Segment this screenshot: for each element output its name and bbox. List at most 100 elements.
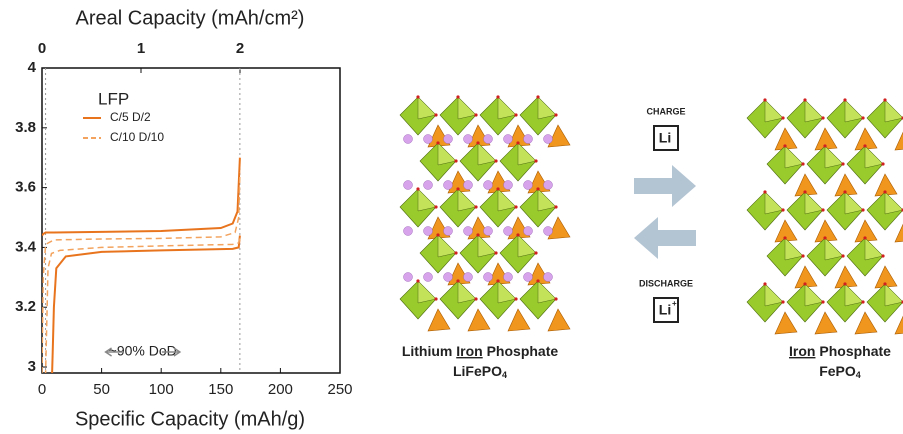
name-part: Iron bbox=[456, 343, 482, 359]
oxygen-atom bbox=[456, 187, 460, 191]
octahedron-face bbox=[457, 188, 477, 212]
oxygen-atom bbox=[781, 300, 785, 304]
oxygen-atom bbox=[783, 144, 787, 148]
lithium-atom bbox=[523, 226, 533, 236]
phosphate-tetrahedron bbox=[427, 308, 451, 332]
phosphate-tetrahedron bbox=[774, 311, 798, 335]
oxygen-atom bbox=[534, 159, 538, 163]
x-tick-label: 50 bbox=[93, 381, 110, 398]
lithium-atom bbox=[523, 180, 533, 190]
octahedron-face bbox=[844, 191, 864, 215]
oxygen-atom bbox=[514, 297, 518, 301]
crystal-structure bbox=[746, 98, 903, 335]
oxygen-atom bbox=[803, 282, 807, 286]
octahedron-face bbox=[537, 188, 557, 212]
octahedron-face bbox=[884, 283, 903, 307]
phosphate-tetrahedron bbox=[894, 315, 903, 335]
oxygen-atom bbox=[456, 279, 460, 283]
oxygen-atom bbox=[823, 236, 827, 240]
oxygen-atom bbox=[514, 205, 518, 209]
oxygen-atom bbox=[496, 279, 500, 283]
oxygen-atom bbox=[474, 205, 478, 209]
octahedron-face bbox=[824, 237, 844, 261]
lithium-atom bbox=[483, 226, 493, 236]
formula-main: LiFePO bbox=[453, 363, 502, 379]
lithium-atom bbox=[443, 226, 453, 236]
oxygen-atom bbox=[763, 190, 767, 194]
oxygen-atom bbox=[781, 116, 785, 120]
octahedron-face bbox=[864, 237, 884, 261]
oxygen-atom bbox=[514, 113, 518, 117]
oxygen-atom bbox=[821, 208, 825, 212]
series-line bbox=[42, 172, 241, 373]
octahedron-face bbox=[864, 145, 884, 169]
lithium-atom bbox=[403, 272, 413, 282]
oxygen-atom bbox=[841, 254, 845, 258]
octahedron-face bbox=[457, 96, 477, 120]
annotation-arrowhead bbox=[104, 347, 112, 357]
y-tick-label: 3.2 bbox=[15, 298, 36, 315]
oxygen-atom bbox=[476, 233, 480, 237]
oxygen-atom bbox=[474, 113, 478, 117]
lithium-atom bbox=[523, 272, 533, 282]
octahedron-face bbox=[437, 142, 457, 166]
oxygen-atom bbox=[416, 279, 420, 283]
oxygen-atom bbox=[536, 187, 540, 191]
phosphate-tetrahedron bbox=[467, 308, 491, 332]
right-name: Iron Phosphate bbox=[789, 343, 891, 359]
octahedron-face bbox=[457, 280, 477, 304]
lithium-atom bbox=[503, 226, 513, 236]
lithium-atom bbox=[463, 134, 473, 144]
oxygen-atom bbox=[416, 95, 420, 99]
reaction-arrows bbox=[634, 125, 696, 323]
oxygen-atom bbox=[554, 113, 558, 117]
ion-symbol: Li bbox=[659, 302, 671, 318]
oxygen-atom bbox=[883, 190, 887, 194]
x-tick-label: 200 bbox=[268, 381, 293, 398]
lithium-atom bbox=[403, 226, 413, 236]
legend-label: C/5 D/2 bbox=[110, 110, 151, 124]
phosphate-tetrahedron bbox=[547, 216, 571, 240]
octahedron-face bbox=[497, 188, 517, 212]
oxygen-atom bbox=[434, 113, 438, 117]
discharge-label: DISCHARGE bbox=[639, 278, 693, 288]
oxygen-atom bbox=[434, 297, 438, 301]
octahedron-face bbox=[784, 237, 804, 261]
octahedron-face bbox=[884, 99, 903, 123]
oxygen-atom bbox=[843, 98, 847, 102]
name-part: Lithium bbox=[402, 343, 456, 359]
oxygen-atom bbox=[496, 187, 500, 191]
x-tick-label: 150 bbox=[208, 381, 233, 398]
oxygen-atom bbox=[843, 190, 847, 194]
octahedron-face bbox=[417, 280, 437, 304]
oxygen-atom bbox=[861, 300, 865, 304]
phosphate-tetrahedron bbox=[854, 311, 878, 335]
x-axis-title: Specific Capacity (mAh/g) bbox=[75, 408, 305, 430]
oxygen-atom bbox=[803, 98, 807, 102]
name-part: Iron bbox=[789, 343, 815, 359]
oxygen-atom bbox=[861, 116, 865, 120]
lithium-atom bbox=[443, 272, 453, 282]
phosphate-tetrahedron bbox=[507, 308, 531, 332]
lithium-atom bbox=[503, 134, 513, 144]
octahedron-face bbox=[804, 283, 824, 307]
octahedron-face bbox=[844, 283, 864, 307]
formula-sub: 4 bbox=[856, 370, 861, 380]
lithium-atom bbox=[543, 272, 553, 282]
y-tick-label: 4 bbox=[28, 59, 37, 76]
phosphate-tetrahedron bbox=[894, 131, 903, 151]
lithium-atom bbox=[423, 134, 433, 144]
oxygen-atom bbox=[494, 251, 498, 255]
lithium-atom bbox=[423, 272, 433, 282]
lithium-atom bbox=[463, 272, 473, 282]
name-part: Phosphate bbox=[815, 343, 891, 359]
y-tick-label: 3.4 bbox=[15, 238, 37, 255]
lithium-atom bbox=[403, 134, 413, 144]
octahedron-face bbox=[477, 234, 497, 258]
octahedron-face bbox=[477, 142, 497, 166]
annotation-arrowhead bbox=[173, 347, 182, 357]
left-formula: LiFePO4 bbox=[453, 363, 507, 381]
ion-symbol: Li bbox=[659, 130, 671, 146]
oxygen-atom bbox=[436, 233, 440, 237]
lithium-atom bbox=[443, 134, 453, 144]
